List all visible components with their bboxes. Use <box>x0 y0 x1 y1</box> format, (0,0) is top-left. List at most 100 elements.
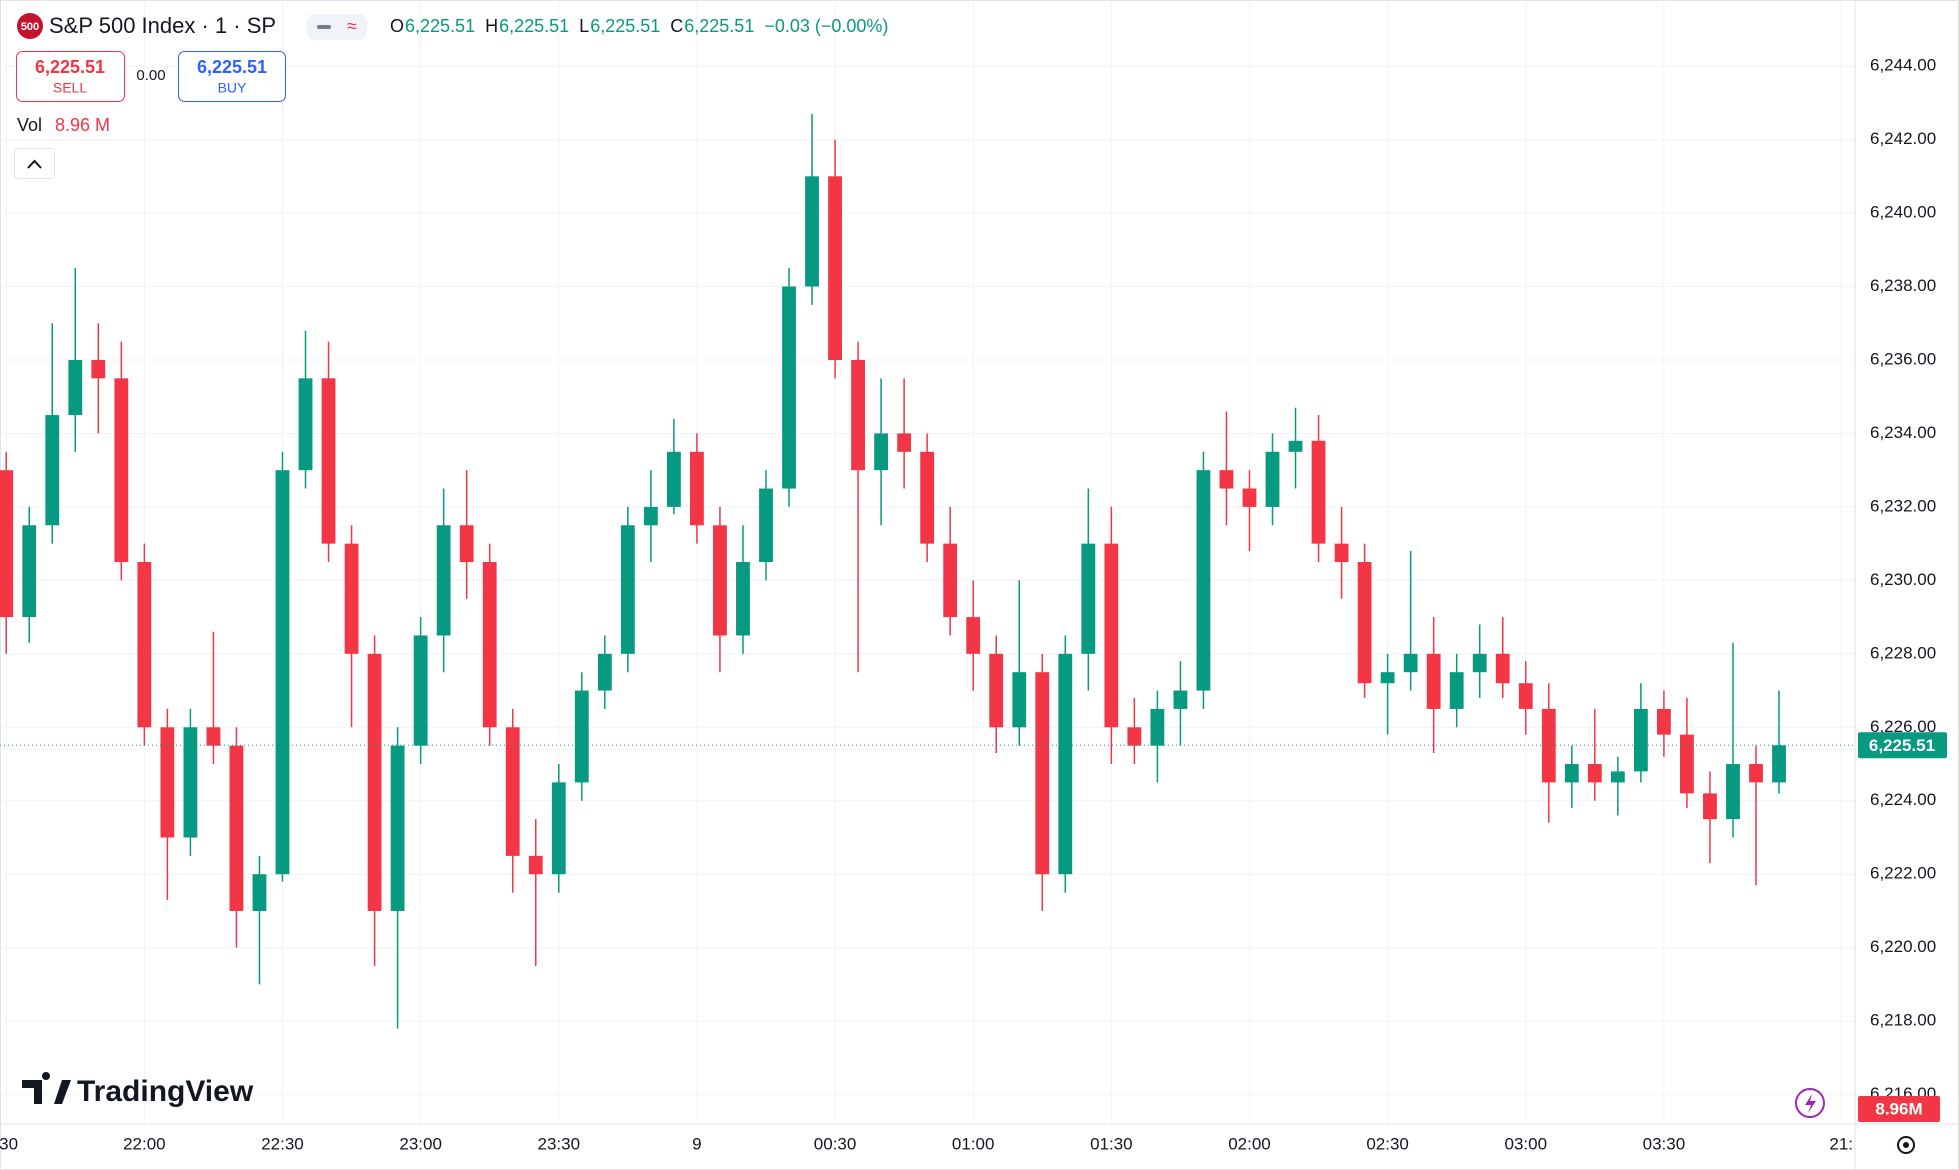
x-tick-label: 22:00 <box>123 1134 166 1153</box>
candle-body <box>1311 440 1326 544</box>
candle-body <box>114 378 129 562</box>
y-tick-label: 6,238.00 <box>1870 276 1936 295</box>
x-tick-label: :30 <box>0 1134 18 1153</box>
y-tick-label: 6,222.00 <box>1870 864 1936 883</box>
candle-body <box>597 653 612 691</box>
candle-body <box>920 451 935 544</box>
x-tick-label: 23:30 <box>538 1134 581 1153</box>
vol-value: 8.96 M <box>55 115 110 135</box>
candle-body <box>1703 793 1717 820</box>
candle-body <box>206 727 221 746</box>
candle-body <box>989 653 1004 728</box>
last-price-box <box>1858 732 1947 759</box>
candle-body <box>344 543 359 654</box>
candle-body <box>1472 653 1487 673</box>
status-icon: ≈ <box>347 16 357 36</box>
candle-body <box>943 543 958 618</box>
candle-body <box>1127 727 1142 746</box>
collapse-icon <box>27 159 42 169</box>
candle-body <box>22 525 37 618</box>
candle-body <box>137 562 152 728</box>
status-icon <box>317 25 331 29</box>
spread: 0.00 <box>136 67 165 84</box>
brand-logo <box>22 1072 71 1104</box>
candle-body <box>0 470 14 618</box>
buy-price: 6,225.51 <box>197 57 267 77</box>
y-tick-label: 6,230.00 <box>1870 570 1936 589</box>
candle-body <box>183 727 198 838</box>
candle-body <box>805 176 819 287</box>
x-tick-label: 02:00 <box>1228 1134 1271 1153</box>
buy-label: BUY <box>218 80 247 96</box>
candle-body <box>736 562 750 636</box>
x-tick-label: 00:30 <box>814 1134 857 1153</box>
candle-body <box>1495 653 1510 684</box>
sell-button[interactable] <box>16 51 125 102</box>
settings-dot <box>1903 1142 1909 1148</box>
candle-body <box>1242 488 1257 507</box>
y-tick-label: 6,224.00 <box>1870 790 1936 809</box>
candle-body <box>275 470 290 875</box>
candle-body <box>1357 562 1372 684</box>
candle-body <box>828 176 842 360</box>
buy-button[interactable] <box>178 51 286 102</box>
alert-bolt <box>1805 1094 1816 1113</box>
candle-body <box>1726 764 1740 820</box>
candle-body <box>1012 672 1027 728</box>
candle-body <box>459 525 474 562</box>
candle-body <box>690 451 704 526</box>
volume-box <box>1858 1096 1940 1122</box>
y-tick-label: 6,220.00 <box>1870 937 1936 956</box>
badge-text: 500 <box>21 21 39 33</box>
ohlc-value: 6,225.51 <box>684 16 754 36</box>
candle-body <box>436 525 451 636</box>
candle-body <box>528 855 543 875</box>
y-tick-label: 6,244.00 <box>1870 56 1936 75</box>
ohlc-key: C <box>670 16 683 36</box>
candle-body <box>551 782 566 875</box>
settings-icon[interactable] <box>1897 1136 1915 1154</box>
x-tick-label: 21: <box>1829 1134 1853 1153</box>
candle-body <box>713 525 727 636</box>
x-tick-label: 9 <box>692 1134 701 1153</box>
candle-body <box>1196 470 1211 691</box>
candle-body <box>1656 708 1671 735</box>
candle-body <box>229 745 244 911</box>
y-tick-label: 6,242.00 <box>1870 129 1936 148</box>
chart-title[interactable]: S&P 500 Index · 1 · SP <box>49 13 276 38</box>
candle-body <box>1680 734 1694 794</box>
candle-body <box>1173 690 1188 709</box>
candle-body <box>1265 451 1280 507</box>
y-tick-label: 6,218.00 <box>1870 1011 1936 1030</box>
candle-body <box>68 359 83 416</box>
candle-body <box>1564 764 1579 783</box>
y-tick-label: 6,226.00 <box>1870 717 1936 736</box>
x-tick-label: 01:00 <box>952 1134 995 1153</box>
candle-body <box>874 433 889 471</box>
candle-body <box>45 415 60 526</box>
candle-body <box>505 727 520 856</box>
x-tick-label: 03:00 <box>1504 1134 1547 1153</box>
candle-body <box>1426 653 1441 709</box>
candle-body <box>1104 543 1119 728</box>
candle-body <box>390 745 405 911</box>
candle-body <box>413 635 428 746</box>
x-tick-label: 02:30 <box>1366 1134 1409 1153</box>
candle-body <box>367 653 382 911</box>
candle-body <box>966 617 981 654</box>
ohlc-key: L <box>579 16 589 36</box>
candle-body <box>1058 653 1073 875</box>
last-price-label: 6,225.51 <box>1869 736 1935 755</box>
volume-label: 8.96M <box>1875 1099 1922 1118</box>
collapse-button[interactable] <box>14 148 55 179</box>
candle-body <box>1518 683 1533 709</box>
candle-body <box>1633 708 1648 772</box>
ohlc-key: O <box>390 16 404 36</box>
ohlc-key: H <box>485 16 498 36</box>
status-pill[interactable] <box>307 14 367 40</box>
candle-body <box>666 451 681 507</box>
candle-body <box>851 359 865 471</box>
